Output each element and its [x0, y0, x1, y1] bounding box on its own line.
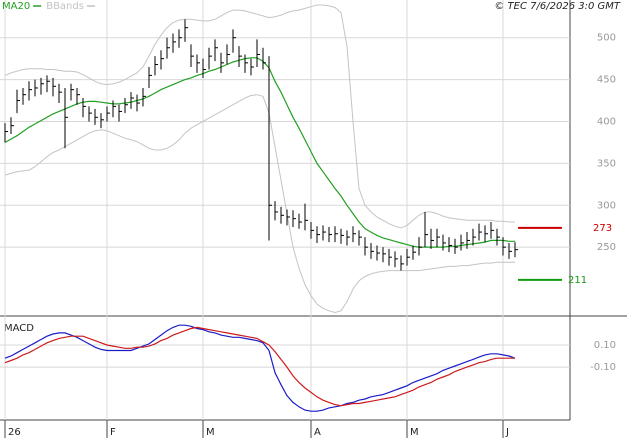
- y-tick-label: 0.10: [594, 340, 616, 351]
- x-tick-label: F: [110, 427, 116, 438]
- x-tick-label: 26: [8, 427, 21, 438]
- y-tick-label: 250: [597, 242, 616, 253]
- bollinger-band: [4, 94, 515, 314]
- macd-title: MACD: [4, 323, 34, 334]
- level-label: 273: [593, 223, 612, 234]
- level-label: 211: [568, 275, 587, 286]
- bollinger-band: [4, 4, 515, 229]
- y-tick-label: 400: [597, 116, 616, 127]
- copyright: © TEC 7/6/2026 3:0 GMT: [494, 1, 621, 12]
- line: [4, 57, 515, 248]
- x-tick-label: M: [206, 427, 215, 438]
- x-tick-label: J: [505, 427, 509, 438]
- y-tick-label: -0.10: [590, 362, 616, 373]
- y-tick-label: 350: [597, 158, 616, 169]
- line: [4, 324, 516, 412]
- y-tick-label: 450: [597, 75, 616, 86]
- y-tick-label: 500: [597, 33, 616, 44]
- y-tick-label: 300: [597, 200, 616, 211]
- line: [4, 326, 515, 407]
- x-tick-label: A: [314, 427, 321, 438]
- x-tick-label: M: [410, 427, 419, 438]
- legend-label: BBands: [46, 1, 84, 12]
- legend-label: MA20: [2, 1, 30, 12]
